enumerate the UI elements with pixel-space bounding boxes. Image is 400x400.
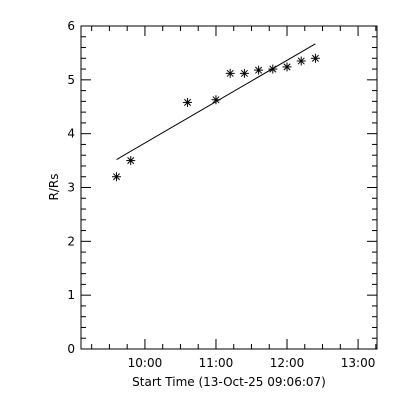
axis-ticks bbox=[81, 25, 377, 350]
marker-stroke bbox=[255, 66, 263, 74]
marker-stroke bbox=[112, 173, 121, 181]
data-point bbox=[254, 65, 264, 75]
data-point bbox=[310, 53, 320, 63]
y-tick-label: 2 bbox=[67, 234, 75, 248]
y-tick-label: 4 bbox=[67, 127, 75, 141]
marker-stroke bbox=[184, 98, 192, 106]
x-tick-label: 10:00 bbox=[128, 356, 163, 370]
data-point bbox=[239, 68, 249, 78]
marker-stroke bbox=[240, 69, 248, 77]
marker-stroke bbox=[311, 54, 319, 62]
marker-stroke bbox=[283, 63, 291, 71]
data-point bbox=[268, 64, 278, 74]
y-tick-label: 1 bbox=[67, 288, 75, 302]
data-point bbox=[183, 97, 193, 107]
data-points bbox=[112, 53, 320, 182]
y-tick-label: 3 bbox=[67, 181, 75, 195]
data-point bbox=[282, 62, 292, 72]
data-point bbox=[296, 56, 306, 66]
data-point bbox=[126, 156, 136, 166]
x-tick-label: 13:00 bbox=[341, 356, 376, 370]
data-point bbox=[225, 68, 235, 78]
marker-stroke bbox=[212, 96, 220, 104]
y-tick-label: 6 bbox=[67, 19, 75, 33]
x-tick-label: 11:00 bbox=[199, 356, 234, 370]
data-point bbox=[112, 172, 122, 182]
y-tick-label: 5 bbox=[67, 73, 75, 87]
marker-stroke bbox=[297, 57, 305, 65]
marker-stroke bbox=[127, 157, 135, 165]
y-axis-title: R/Rs bbox=[47, 174, 61, 201]
marker-stroke bbox=[269, 65, 277, 73]
y-tick-label: 0 bbox=[67, 342, 75, 356]
data-point bbox=[211, 95, 221, 105]
marker-stroke bbox=[226, 69, 234, 77]
x-tick-label: 12:00 bbox=[270, 356, 305, 370]
axis-tick-labels: 10:00 11:00 12:00 13:00 0 1 2 3 4 5 6 bbox=[67, 19, 375, 370]
x-axis-title: Start Time (13-Oct-25 09:06:07) bbox=[132, 375, 326, 389]
